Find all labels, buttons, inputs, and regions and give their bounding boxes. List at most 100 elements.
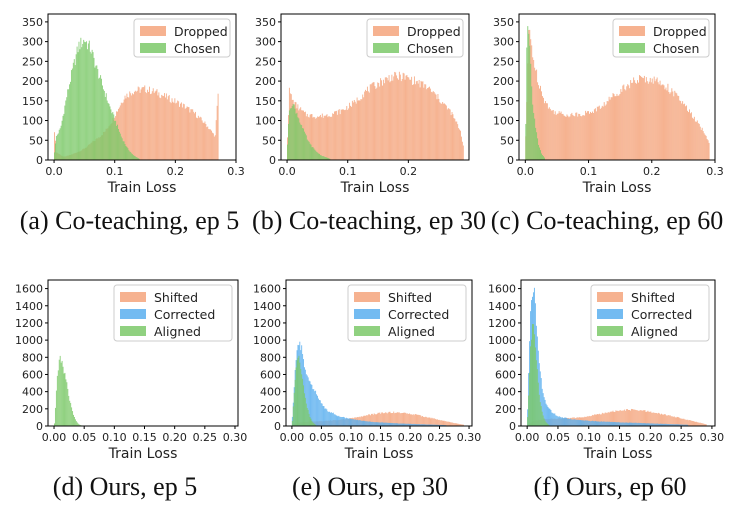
y-tick-label-b: 350: [255, 16, 276, 29]
bar-f-shifted: [686, 419, 688, 426]
bar-d-aligned: [77, 423, 79, 426]
bar-f-corrected: [543, 397, 545, 426]
bar-b-dropped: [375, 88, 377, 160]
caption-e: (e) Ours, ep 30: [292, 472, 448, 501]
bar-a-dropped: [172, 101, 174, 160]
bar-b-chosen: [288, 110, 290, 160]
bar-f-shifted: [693, 421, 694, 426]
bar-c-dropped: [668, 91, 670, 160]
x-axis-label-c: Train Loss: [582, 180, 652, 196]
bar-d-aligned: [72, 411, 74, 426]
bar-f-shifted: [610, 411, 612, 426]
bar-e-corrected: [345, 417, 347, 426]
bar-e-corrected: [307, 377, 309, 426]
bar-f-shifted: [647, 410, 649, 426]
bar-c-dropped: [675, 92, 677, 160]
y-tick-label-a: 150: [22, 95, 43, 108]
x-tick-label-e: 0.10: [339, 431, 364, 444]
bar-f-corrected: [561, 417, 563, 426]
bar-b-dropped: [452, 114, 454, 160]
bar-a-dropped: [215, 120, 217, 160]
bar-e-corrected: [324, 408, 326, 426]
bar-e-corrected: [326, 409, 328, 426]
bar-c-dropped: [574, 116, 576, 160]
bar-e-corrected: [424, 424, 426, 426]
bar-b-dropped: [329, 116, 331, 160]
bar-e-corrected: [336, 415, 338, 426]
plot-frame-e: [285, 279, 473, 427]
bar-e-shifted: [425, 416, 427, 426]
bar-c-dropped: [558, 111, 560, 160]
bar-d-aligned: [71, 407, 73, 426]
bar-f-corrected: [591, 420, 593, 426]
bar-f-aligned: [538, 394, 540, 426]
bar-c-dropped: [677, 95, 679, 160]
bar-a-dropped: [151, 91, 153, 160]
bar-c-dropped: [659, 80, 661, 160]
bar-a-dropped: [185, 107, 187, 160]
bar-e-shifted: [377, 412, 379, 426]
bar-a-dropped: [216, 105, 218, 160]
bar-b-dropped: [411, 76, 413, 160]
bar-f-shifted: [649, 411, 651, 426]
bar-e-corrected: [423, 424, 424, 426]
bar-b-dropped: [431, 92, 433, 160]
bar-f-corrected: [623, 422, 625, 426]
bar-f-shifted: [626, 409, 628, 426]
bar-f-shifted: [661, 413, 662, 426]
bar-e-corrected: [391, 422, 393, 426]
bar-e-corrected: [431, 424, 433, 426]
bar-a-dropped: [166, 99, 168, 160]
bar-e-corrected: [430, 424, 432, 426]
bar-f-corrected: [544, 399, 546, 426]
bar-b-dropped: [314, 117, 316, 160]
bar-b-dropped: [374, 86, 376, 160]
bar-e-corrected: [387, 422, 389, 426]
bar-e-shifted: [458, 423, 460, 426]
bar-a-chosen: [138, 158, 140, 160]
bar-b-chosen: [303, 128, 304, 160]
bar-a-chosen: [83, 39, 85, 160]
bar-e-corrected: [377, 422, 379, 426]
bar-c-dropped: [698, 123, 700, 160]
bar-c-dropped: [695, 121, 697, 160]
bar-c-dropped: [688, 112, 689, 160]
bar-a-dropped: [161, 94, 163, 160]
bar-f-corrected: [636, 423, 638, 426]
bar-a-dropped: [187, 107, 189, 160]
bar-e-corrected: [394, 423, 396, 426]
y-tick-label-a: 100: [22, 115, 43, 128]
bar-f-corrected: [541, 388, 543, 426]
bar-b-dropped: [379, 86, 381, 160]
bar-a-chosen: [68, 89, 70, 160]
bar-c-chosen: [541, 153, 542, 160]
bar-c-dropped: [608, 96, 610, 160]
bar-c-dropped: [589, 113, 590, 160]
bar-e-corrected: [360, 420, 362, 426]
bar-e-shifted: [378, 412, 380, 426]
bar-e-corrected: [330, 412, 332, 426]
bar-b-dropped: [426, 89, 428, 160]
bar-f-corrected: [682, 424, 684, 426]
bar-a-dropped: [214, 135, 216, 160]
bar-d-aligned: [70, 402, 72, 426]
x-tick-label-d: 0.20: [162, 431, 187, 444]
bar-b-dropped: [413, 84, 414, 160]
bar-b-dropped: [461, 141, 463, 160]
bar-e-corrected: [398, 423, 400, 426]
bar-e-aligned: [298, 355, 300, 426]
bar-e-corrected: [342, 417, 344, 426]
bar-e-corrected: [397, 423, 399, 426]
bar-f-shifted: [667, 415, 669, 426]
bar-c-dropped: [651, 78, 653, 160]
bar-a-chosen: [103, 90, 105, 160]
bar-e-corrected: [348, 418, 350, 426]
y-tick-label-d: 200: [22, 403, 43, 416]
bar-e-corrected: [410, 423, 412, 426]
bar-c-dropped: [614, 96, 616, 160]
bar-c-dropped: [594, 108, 596, 160]
bar-e-shifted: [386, 413, 388, 426]
bar-a-dropped: [147, 89, 149, 160]
bar-a-chosen: [67, 89, 69, 160]
bar-b-chosen: [324, 157, 326, 160]
